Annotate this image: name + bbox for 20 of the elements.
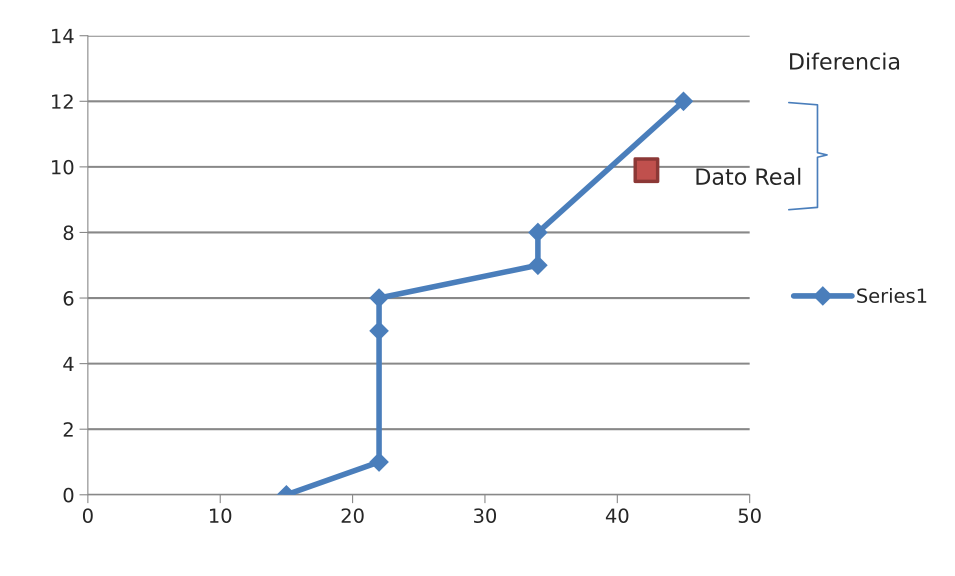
y-tick-label: 6 <box>64 290 74 306</box>
x-tick-label: 20 <box>342 508 364 524</box>
text: Diferencia <box>790 52 900 70</box>
x-tick-label: 40 <box>606 508 628 524</box>
y-tick-label: 0 <box>64 488 74 502</box>
y-tick-label: 2 <box>64 422 73 437</box>
x-tick-label: 10 <box>210 508 232 524</box>
legend-label: Series1 <box>857 288 926 304</box>
y-tick-label: 12 <box>52 94 73 109</box>
point <box>674 92 694 111</box>
x-tick-label: 50 <box>738 508 761 524</box>
annotation: Dato Real <box>696 168 800 186</box>
x-tick-label: 30 <box>474 508 496 524</box>
x-tick-label: 0 <box>82 508 93 524</box>
y-tick-label: 4 <box>63 356 74 372</box>
point <box>634 157 660 184</box>
y-tick-label: 10 <box>52 160 74 175</box>
y-tick-label: 14 <box>52 28 74 44</box>
point <box>528 222 548 242</box>
y-tick-label: 8 <box>64 225 74 240</box>
